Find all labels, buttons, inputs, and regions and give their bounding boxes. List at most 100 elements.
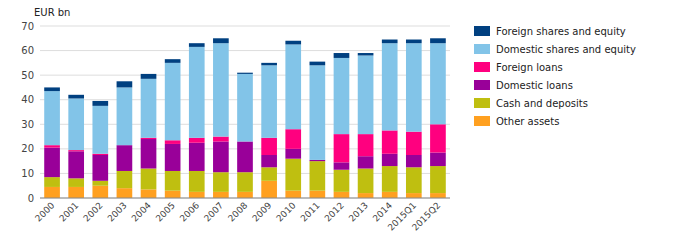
bar-segment	[44, 148, 60, 177]
bar-segment	[430, 43, 446, 124]
bar-segment	[92, 181, 108, 186]
bar-segment	[406, 193, 422, 198]
bar-segment	[165, 140, 181, 144]
x-tick-label: 2000	[33, 200, 56, 223]
bar-segment	[165, 59, 181, 63]
legend-swatch	[474, 44, 490, 54]
bar-segment	[237, 141, 253, 172]
bar-segment	[261, 65, 277, 137]
bar-segment	[141, 74, 157, 79]
bar-segment	[358, 55, 374, 134]
bar-segment	[310, 160, 326, 161]
bar-segment	[430, 193, 446, 198]
bar-segment	[430, 124, 446, 152]
y-axis-label: EUR bn	[34, 7, 70, 18]
bar-segment	[44, 87, 60, 91]
legend-swatch	[474, 98, 490, 108]
bar-segment	[285, 41, 301, 45]
bar-segment	[261, 155, 277, 167]
bar-segment	[358, 134, 374, 156]
bar-segment	[310, 62, 326, 66]
bar-segment	[382, 192, 398, 198]
bar-segment	[382, 166, 398, 192]
legend-swatch	[474, 80, 490, 90]
legend-label: Cash and deposits	[496, 98, 588, 109]
bar-segment	[165, 171, 181, 191]
bar-segment	[358, 53, 374, 55]
y-tick-label: 50	[21, 70, 34, 81]
bar-segment	[117, 87, 133, 145]
y-tick-label: 60	[21, 45, 34, 56]
y-tick-label: 0	[28, 193, 34, 204]
bar-segment	[117, 171, 133, 188]
bar-segment	[261, 167, 277, 181]
bar-segment	[285, 159, 301, 191]
bar-segment	[189, 192, 205, 198]
y-tick-label: 70	[21, 21, 34, 32]
bar-segment	[92, 154, 108, 155]
x-tick-label: 2012	[323, 200, 346, 223]
bar-segment	[261, 181, 277, 198]
bar-segment	[189, 47, 205, 138]
bar-segment	[261, 63, 277, 65]
bar-segment	[237, 172, 253, 192]
bar-segment	[310, 161, 326, 190]
bar-segment	[92, 186, 108, 198]
y-tick-label: 20	[21, 143, 34, 154]
bar-segment	[285, 44, 301, 129]
x-tick-label: 2010	[274, 200, 297, 223]
x-tick-label: 2008	[226, 200, 249, 223]
bar-segment	[406, 43, 422, 131]
legend-swatch	[474, 116, 490, 126]
bar-segment	[237, 73, 253, 74]
x-tick-label: 2013	[347, 200, 370, 223]
bar-segment	[430, 153, 446, 167]
bar-segment	[68, 95, 84, 99]
bar-segment	[285, 149, 301, 159]
bar-segment	[358, 193, 374, 198]
bar-segment	[189, 171, 205, 192]
bar-segment	[68, 151, 84, 178]
legend-label: Foreign shares and equity	[496, 26, 626, 37]
bar-segment	[382, 154, 398, 166]
bar-segment	[334, 134, 350, 162]
bar-segment	[285, 129, 301, 149]
bar-segment	[141, 139, 157, 168]
legend-label: Domestic loans	[496, 80, 573, 91]
bars	[44, 38, 446, 198]
bar-segment	[406, 167, 422, 193]
bar-segment	[430, 38, 446, 43]
legend-label: Other assets	[496, 116, 559, 127]
legend-label: Domestic shares and equity	[496, 44, 636, 55]
bar-segment	[213, 141, 229, 172]
bar-segment	[92, 101, 108, 106]
legend-label: Foreign loans	[496, 62, 563, 73]
bar-segment	[92, 106, 108, 154]
grid-line	[40, 26, 450, 27]
bar-segment	[334, 53, 350, 58]
bar-segment	[406, 40, 422, 44]
x-tick-label: 2003	[106, 200, 129, 223]
legend-swatch	[474, 62, 490, 72]
bar-segment	[334, 58, 350, 134]
bar-segment	[213, 43, 229, 136]
bar-segment	[44, 91, 60, 145]
x-tick-label: 2009	[250, 200, 273, 223]
bar-segment	[261, 138, 277, 155]
x-tick-label: 2007	[202, 200, 225, 223]
x-tick-label: 2015Q2	[410, 200, 442, 232]
bar-segment	[68, 150, 84, 151]
bar-segment	[310, 65, 326, 160]
y-tick-label: 40	[21, 94, 34, 105]
x-tick-label: 2001	[57, 200, 80, 223]
bar-segment	[44, 177, 60, 187]
bar-segment	[92, 155, 108, 181]
bar-segment	[334, 170, 350, 192]
bar-segment	[213, 137, 229, 142]
bar-segment	[237, 74, 253, 142]
bar-segment	[117, 81, 133, 87]
x-axis-line	[40, 198, 450, 199]
bar-segment	[189, 138, 205, 143]
bar-segment	[44, 145, 60, 147]
bar-segment	[213, 38, 229, 43]
